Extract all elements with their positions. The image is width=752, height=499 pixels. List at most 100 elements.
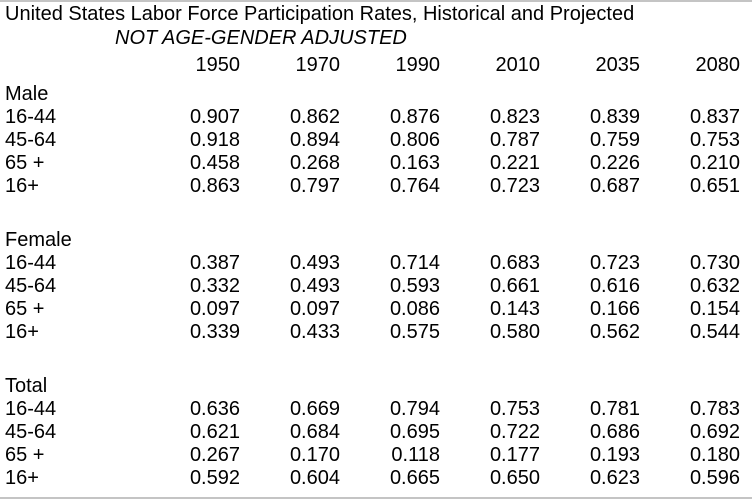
- value-cell: 0.493: [289, 252, 340, 274]
- value-cell: 0.918: [189, 129, 240, 151]
- value-cell: 0.596: [689, 467, 740, 489]
- bottom-edge-line: [0, 497, 752, 499]
- value-cell: 0.723: [589, 252, 640, 274]
- value-cell: 0.764: [389, 175, 440, 197]
- year-header: 1990: [395, 54, 441, 76]
- value-cell: 0.086: [389, 298, 440, 320]
- table-row: 16-44 0.636 0.669 0.794 0.753 0.781 0.783: [5, 398, 740, 421]
- value-cell: 0.623: [589, 467, 640, 489]
- section-row: Female: [5, 229, 740, 252]
- table-row: 16-44 0.387 0.493 0.714 0.683 0.723 0.730: [5, 252, 740, 275]
- section-label: Female: [5, 229, 72, 251]
- value-cell: 0.723: [489, 175, 540, 197]
- value-cell: 0.894: [289, 129, 340, 151]
- row-label: 16-44: [5, 252, 57, 274]
- value-cell: 0.154: [689, 298, 740, 320]
- value-cell: 0.839: [589, 106, 640, 128]
- value-cell: 0.097: [189, 298, 240, 320]
- value-cell: 0.837: [689, 106, 740, 128]
- year-header: 2080: [695, 54, 741, 76]
- corner-cell: [5, 54, 140, 77]
- value-cell: 0.387: [189, 252, 240, 274]
- lfpr-table: 1950 1970 1990 2010 2035 2080 Male 16-44 0.907 0.…: [5, 54, 740, 490]
- value-cell: 0.787: [489, 129, 540, 151]
- value-cell: 0.268: [289, 152, 340, 174]
- value-cell: 0.616: [589, 275, 640, 297]
- value-cell: 0.593: [389, 275, 440, 297]
- value-cell: 0.332: [189, 275, 240, 297]
- section-spacer: [5, 344, 740, 375]
- value-cell: 0.163: [389, 152, 440, 174]
- value-cell: 0.797: [289, 175, 340, 197]
- value-cell: 0.604: [289, 467, 340, 489]
- value-cell: 0.458: [189, 152, 240, 174]
- table-row: 45-64 0.621 0.684 0.695 0.722 0.686 0.692: [5, 421, 740, 444]
- value-cell: 0.753: [489, 398, 540, 420]
- value-cell: 0.695: [389, 421, 440, 443]
- section-row: Total: [5, 375, 740, 398]
- section-spacer: [5, 198, 740, 229]
- value-cell: 0.193: [589, 444, 640, 466]
- year-header: 1950: [195, 54, 241, 76]
- value-cell: 0.493: [289, 275, 340, 297]
- row-label: 45-64: [5, 129, 57, 151]
- value-cell: 0.876: [389, 106, 440, 128]
- value-cell: 0.651: [689, 175, 740, 197]
- value-cell: 0.575: [389, 321, 440, 343]
- value-cell: 0.097: [289, 298, 340, 320]
- row-label: 16+: [5, 467, 39, 489]
- page-subtitle: NOT AGE-GENDER ADJUSTED: [115, 27, 407, 49]
- value-cell: 0.580: [489, 321, 540, 343]
- section-row: Male: [5, 83, 740, 106]
- value-cell: 0.759: [589, 129, 640, 151]
- section-spacer-cell: [5, 344, 740, 375]
- value-cell: 0.632: [689, 275, 740, 297]
- section-spacer-cell: [5, 198, 740, 229]
- page-title: United States Labor Force Participation …: [5, 3, 635, 25]
- value-cell: 0.339: [189, 321, 240, 343]
- value-cell: 0.714: [389, 252, 440, 274]
- year-header: 1970: [295, 54, 341, 76]
- top-edge-line: [0, 0, 752, 2]
- row-label: 45-64: [5, 275, 57, 297]
- value-cell: 0.783: [689, 398, 740, 420]
- value-cell: 0.730: [689, 252, 740, 274]
- value-cell: 0.544: [689, 321, 740, 343]
- table-row: 16+ 0.592 0.604 0.665 0.650 0.623 0.596: [5, 467, 740, 490]
- table-row: 65 + 0.458 0.268 0.163 0.221 0.226 0.210: [5, 152, 740, 175]
- value-cell: 0.118: [391, 444, 440, 466]
- value-cell: 0.665: [389, 467, 440, 489]
- year-header-row: 1950 1970 1990 2010 2035 2080: [5, 54, 741, 77]
- row-label: 65 +: [5, 298, 45, 320]
- value-cell: 0.863: [189, 175, 240, 197]
- row-label: 16-44: [5, 106, 57, 128]
- value-cell: 0.166: [589, 298, 640, 320]
- value-cell: 0.621: [189, 421, 240, 443]
- row-label: 16+: [5, 175, 39, 197]
- year-header: 2010: [495, 54, 541, 76]
- value-cell: 0.862: [289, 106, 340, 128]
- table-row: 16-44 0.907 0.862 0.876 0.823 0.839 0.837: [5, 106, 740, 129]
- value-cell: 0.180: [689, 444, 740, 466]
- value-cell: 0.794: [389, 398, 440, 420]
- value-cell: 0.806: [389, 129, 440, 151]
- table-row: 16+ 0.863 0.797 0.764 0.723 0.687 0.651: [5, 175, 740, 198]
- table-row: 65 + 0.267 0.170 0.118 0.177 0.193 0.180: [5, 444, 740, 467]
- value-cell: 0.684: [289, 421, 340, 443]
- value-cell: 0.177: [489, 444, 540, 466]
- value-cell: 0.592: [189, 467, 240, 489]
- row-label: 65 +: [5, 152, 45, 174]
- value-cell: 0.143: [489, 298, 540, 320]
- value-cell: 0.650: [489, 467, 540, 489]
- value-cell: 0.267: [189, 444, 240, 466]
- value-cell: 0.823: [489, 106, 540, 128]
- row-label: 45-64: [5, 421, 57, 443]
- section-label: Male: [5, 83, 49, 105]
- value-cell: 0.170: [289, 444, 340, 466]
- value-cell: 0.722: [489, 421, 540, 443]
- value-cell: 0.661: [489, 275, 540, 297]
- section-label: Total: [5, 375, 48, 397]
- value-cell: 0.636: [189, 398, 240, 420]
- row-label: 16-44: [5, 398, 57, 420]
